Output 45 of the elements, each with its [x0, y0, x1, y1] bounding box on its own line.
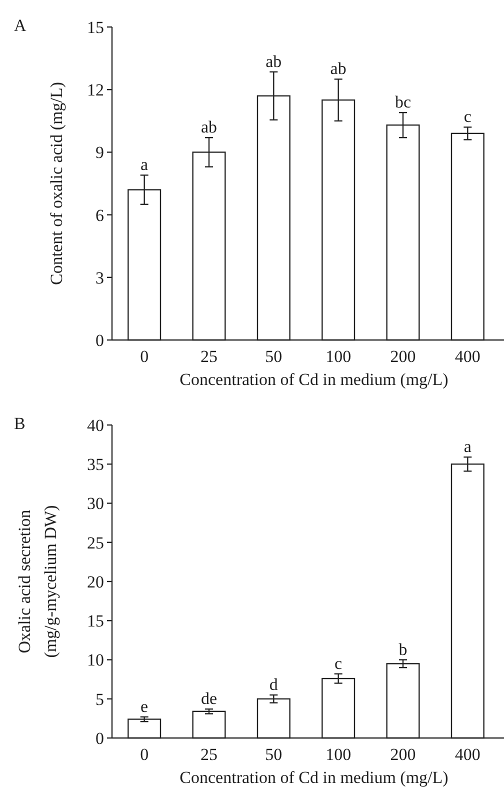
y-tick-label: 0	[96, 728, 104, 748]
x-tick-label: 25	[200, 745, 218, 764]
x-tick-label: 400	[454, 745, 480, 764]
y-tick-label: 10	[87, 650, 104, 670]
x-tick-label: 50	[265, 745, 282, 764]
chart-title: A	[14, 16, 27, 35]
annotation: bc	[394, 92, 412, 112]
y-tick-label: 25	[87, 533, 104, 552]
annotation: e	[140, 696, 148, 716]
annotation: ab	[330, 59, 346, 78]
y-tick-label: 30	[87, 494, 104, 514]
annotation: c	[464, 107, 472, 126]
y-tick-label: 0	[96, 330, 104, 350]
y-tick-label: 9	[96, 143, 104, 162]
x-tick-label: 400	[454, 347, 480, 366]
y-tick-label: 15	[87, 18, 104, 37]
x-tick-label: 200	[390, 745, 416, 764]
x-tick-label: 200	[390, 347, 416, 366]
y-tick-label: 35	[87, 455, 104, 474]
chart-title: B	[14, 414, 26, 433]
annotation: c	[334, 654, 343, 673]
annotation: ab	[200, 118, 218, 137]
y-tick-label: 12	[87, 80, 104, 100]
annotation: de	[200, 689, 218, 708]
y-tick-label: 40	[87, 416, 104, 435]
y-tick-label: 20	[87, 572, 104, 592]
annotation: b	[398, 640, 408, 659]
annotation: a	[464, 437, 472, 456]
y-axis-title: Oxalic acid secretion (mg/g-mycelium DW)	[15, 505, 60, 658]
x-tick-label: 25	[200, 347, 218, 366]
y-tick-label: 3	[96, 268, 104, 288]
x-tick-label: 100	[326, 347, 352, 366]
y-tick-label: 5	[96, 690, 104, 709]
y-tick-label: 6	[96, 206, 104, 225]
x-axis-title: Concentration of Cd in medium (mg/L)	[180, 370, 448, 389]
annotation: d	[269, 674, 278, 694]
annotation: a	[140, 155, 149, 174]
x-tick-label: 0	[140, 745, 149, 764]
x-axis-title: Concentration of Cd in medium (mg/L)	[180, 768, 448, 787]
x-tick-label: 50	[265, 347, 282, 366]
y-axis-title: Content of oxalic acid (mg/L)	[47, 82, 66, 285]
y-tick-label: 15	[87, 612, 104, 631]
x-tick-label: 0	[140, 347, 149, 366]
annotation: ab	[266, 52, 282, 71]
x-tick-label: 100	[326, 745, 352, 764]
